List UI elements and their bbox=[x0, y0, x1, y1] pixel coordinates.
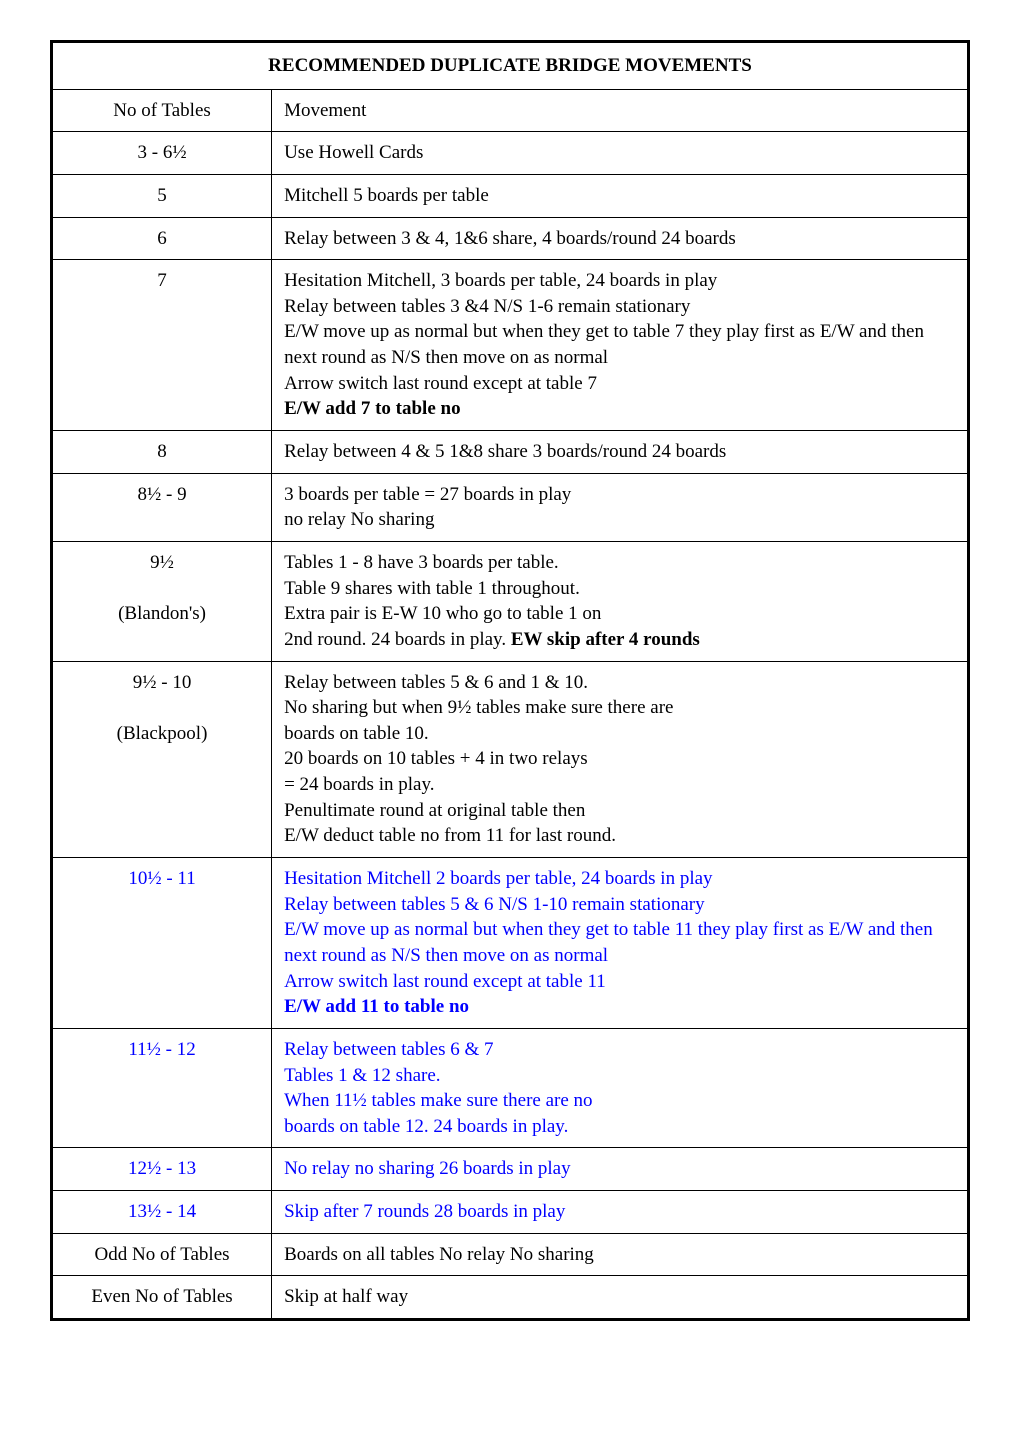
table-row: 5Mitchell 5 boards per table bbox=[52, 174, 969, 217]
row-left: Even No of Tables bbox=[52, 1276, 272, 1320]
row-right: Use Howell Cards bbox=[272, 132, 969, 175]
row-left: 8½ - 9 bbox=[52, 473, 272, 541]
header-left: No of Tables bbox=[52, 89, 272, 132]
table-row: 13½ - 14Skip after 7 rounds 28 boards in… bbox=[52, 1191, 969, 1234]
row-left: 6 bbox=[52, 217, 272, 260]
row-left: 13½ - 14 bbox=[52, 1191, 272, 1234]
row-right: Relay between tables 5 & 6 and 1 & 10.No… bbox=[272, 661, 969, 857]
row-right: Skip after 7 rounds 28 boards in play bbox=[272, 1191, 969, 1234]
row-right: Hesitation Mitchell 2 boards per table, … bbox=[272, 858, 969, 1029]
row-left: 11½ - 12 bbox=[52, 1028, 272, 1148]
table-row: 9½(Blandon's)Tables 1 - 8 have 3 boards … bbox=[52, 541, 969, 661]
row-right: Tables 1 - 8 have 3 boards per table.Tab… bbox=[272, 541, 969, 661]
row-left: 5 bbox=[52, 174, 272, 217]
table-row: 10½ - 11Hesitation Mitchell 2 boards per… bbox=[52, 858, 969, 1029]
row-right: Skip at half way bbox=[272, 1276, 969, 1320]
row-left: 12½ - 13 bbox=[52, 1148, 272, 1191]
table-row: 7Hesitation Mitchell, 3 boards per table… bbox=[52, 260, 969, 431]
row-right: Relay between 3 & 4, 1&6 share, 4 boards… bbox=[272, 217, 969, 260]
table-title: RECOMMENDED DUPLICATE BRIDGE MOVEMENTS bbox=[52, 42, 969, 90]
row-right: Relay between tables 6 & 7Tables 1 & 12 … bbox=[272, 1028, 969, 1148]
table-row: 11½ - 12Relay between tables 6 & 7Tables… bbox=[52, 1028, 969, 1148]
table-row: 3 - 6½Use Howell Cards bbox=[52, 132, 969, 175]
table-row: 6Relay between 3 & 4, 1&6 share, 4 board… bbox=[52, 217, 969, 260]
row-left: Odd No of Tables bbox=[52, 1233, 272, 1276]
row-right: Boards on all tables No relay No sharing bbox=[272, 1233, 969, 1276]
table-row: Even No of TablesSkip at half way bbox=[52, 1276, 969, 1320]
row-right: Mitchell 5 boards per table bbox=[272, 174, 969, 217]
row-left: 3 - 6½ bbox=[52, 132, 272, 175]
row-left: 8 bbox=[52, 431, 272, 474]
row-right: Relay between 4 & 5 1&8 share 3 boards/r… bbox=[272, 431, 969, 474]
row-left: 9½ - 10(Blackpool) bbox=[52, 661, 272, 857]
table-row: 9½ - 10(Blackpool)Relay between tables 5… bbox=[52, 661, 969, 857]
header-right: Movement bbox=[272, 89, 969, 132]
row-left: 7 bbox=[52, 260, 272, 431]
table-row: 8½ - 93 boards per table = 27 boards in … bbox=[52, 473, 969, 541]
title-row: RECOMMENDED DUPLICATE BRIDGE MOVEMENTS bbox=[52, 42, 969, 90]
row-right: Hesitation Mitchell, 3 boards per table,… bbox=[272, 260, 969, 431]
row-right: No relay no sharing 26 boards in play bbox=[272, 1148, 969, 1191]
header-row: No of Tables Movement bbox=[52, 89, 969, 132]
table-row: Odd No of TablesBoards on all tables No … bbox=[52, 1233, 969, 1276]
table-row: 12½ - 13No relay no sharing 26 boards in… bbox=[52, 1148, 969, 1191]
table-row: 8Relay between 4 & 5 1&8 share 3 boards/… bbox=[52, 431, 969, 474]
movements-table: RECOMMENDED DUPLICATE BRIDGE MOVEMENTS N… bbox=[50, 40, 970, 1321]
row-left: 9½(Blandon's) bbox=[52, 541, 272, 661]
row-right: 3 boards per table = 27 boards in playno… bbox=[272, 473, 969, 541]
row-left: 10½ - 11 bbox=[52, 858, 272, 1029]
